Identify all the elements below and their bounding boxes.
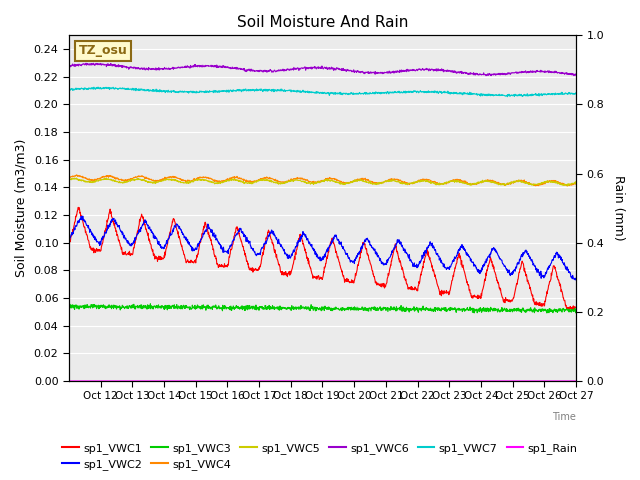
Y-axis label: Rain (mm): Rain (mm)	[612, 175, 625, 241]
Text: TZ_osu: TZ_osu	[79, 44, 128, 57]
Text: Time: Time	[552, 412, 576, 422]
Title: Soil Moisture And Rain: Soil Moisture And Rain	[237, 15, 408, 30]
Legend: sp1_VWC1, sp1_VWC2, sp1_VWC3, sp1_VWC4, sp1_VWC5, sp1_VWC6, sp1_VWC7, sp1_Rain: sp1_VWC1, sp1_VWC2, sp1_VWC3, sp1_VWC4, …	[58, 438, 582, 474]
Y-axis label: Soil Moisture (m3/m3): Soil Moisture (m3/m3)	[15, 139, 28, 277]
